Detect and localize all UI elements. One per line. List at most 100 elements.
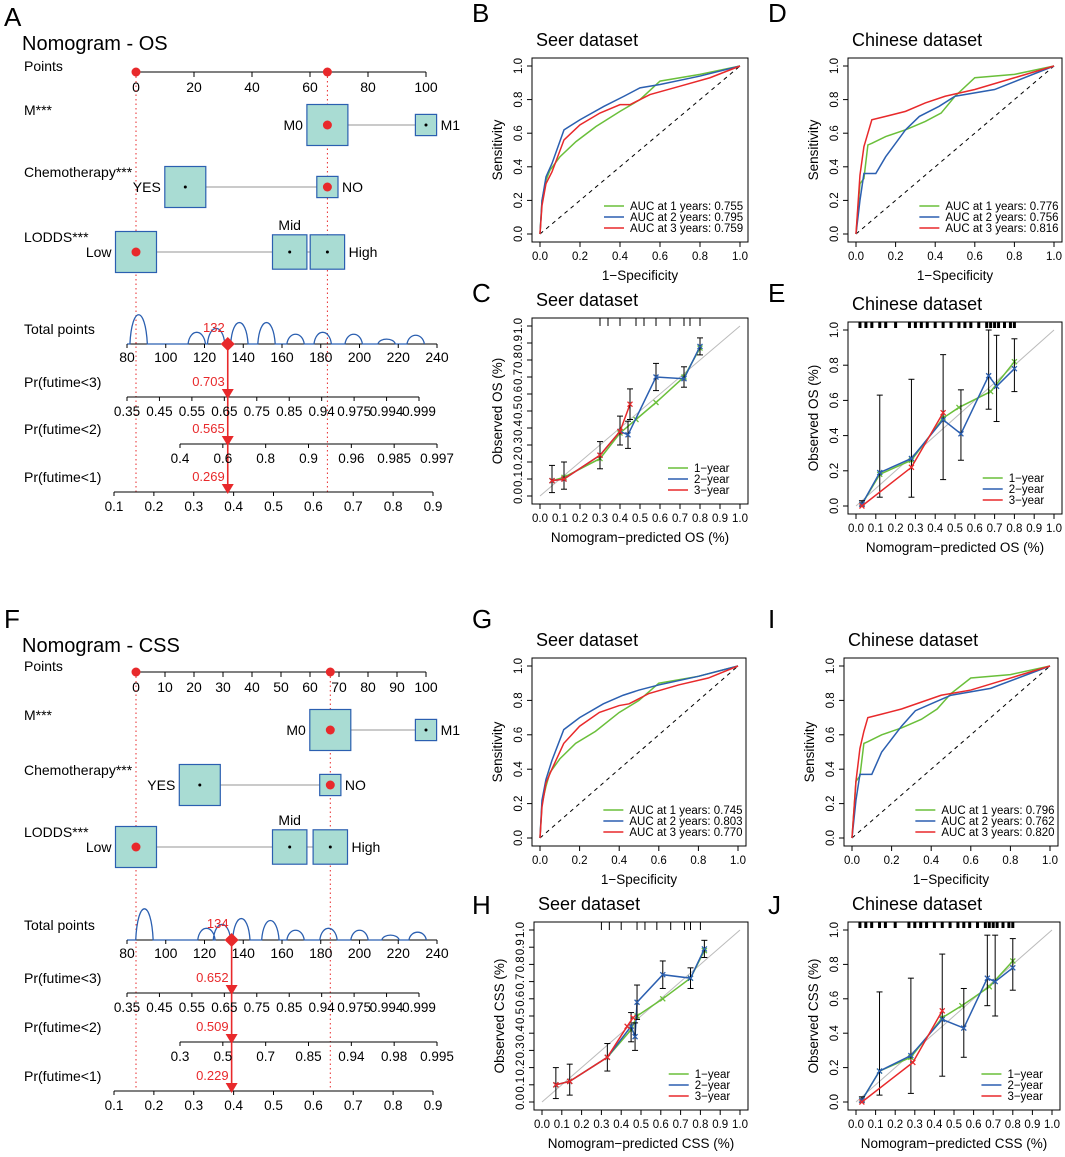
y-tick-label: 1.0 <box>513 58 525 74</box>
probability-tick-label: 0.96 <box>338 451 364 466</box>
legend-label: AUC at 2 years: 0.803 <box>629 816 742 828</box>
total-tick-label: 100 <box>154 349 178 365</box>
x-tick-label: 0.2 <box>887 1119 903 1131</box>
probability-value-label: 0.703 <box>192 374 225 389</box>
plot-frame <box>843 657 1059 847</box>
total-tick-label: 80 <box>119 945 135 961</box>
x-tick-label: 0.2 <box>888 251 904 263</box>
total-points-label: Total points <box>24 917 95 933</box>
probability-tick-label: 0.65 <box>211 404 237 419</box>
points-tick-label: 40 <box>244 679 260 695</box>
data-point <box>1011 365 1018 372</box>
panel-letter-D: D <box>768 0 787 28</box>
data-point <box>566 1078 573 1085</box>
chart-title: Chinese dataset <box>852 294 982 314</box>
x-axis-label: 1−Specificity <box>601 872 677 887</box>
y-tick-label: 0.8 <box>825 692 837 708</box>
points-tick-label: 40 <box>244 79 260 95</box>
x-tick-label: 0.6 <box>967 523 983 535</box>
chart-panel-H: H Seer dataset0.00.10.20.30.40.50.60.70.8… <box>472 890 749 1151</box>
probability-marker <box>221 436 234 446</box>
total-tick-label: 140 <box>232 945 256 961</box>
data-point <box>907 1052 914 1059</box>
data-point <box>985 372 992 379</box>
y-tick-label: 0.3 <box>513 437 525 453</box>
y-tick-label: 0.4 <box>829 158 841 175</box>
y-tick-label: 0.8 <box>513 92 525 108</box>
x-tick-label: 0.8 <box>1006 523 1022 535</box>
probability-tick-label: 0.45 <box>146 404 172 419</box>
selected-marker <box>131 247 141 257</box>
y-tick-label: 0.5 <box>515 1008 527 1024</box>
points-tick-label: 100 <box>414 679 438 695</box>
level-label: Low <box>86 839 113 855</box>
data-point <box>687 975 694 982</box>
probability-label: Pr(futime<3) <box>24 970 101 986</box>
level-label: M0 <box>286 722 306 738</box>
total-density-curve <box>127 314 426 345</box>
selected-marker <box>322 120 332 130</box>
legend-label: AUC at 1 years: 0.796 <box>941 805 1054 817</box>
level-dot <box>183 185 187 189</box>
total-tick-label: 140 <box>232 349 256 365</box>
x-tick-label: 0.6 <box>966 1119 982 1131</box>
points-tick-label: 80 <box>360 79 376 95</box>
y-tick-label: 0.0 <box>515 1094 527 1110</box>
x-tick-label: 0.7 <box>673 1119 689 1131</box>
y-tick-label: 0.2 <box>829 1060 841 1076</box>
y-tick-label: 0.7 <box>513 369 525 385</box>
data-point <box>908 455 915 462</box>
x-tick-label: 0.2 <box>572 513 588 525</box>
probability-tick-label: 0.997 <box>420 451 454 466</box>
reference-diagonal <box>539 665 739 839</box>
data-point <box>552 1081 559 1088</box>
probability-value-label: 0.509 <box>196 1019 229 1034</box>
x-tick-label: 0.6 <box>653 1119 669 1131</box>
plot-frame <box>531 57 749 243</box>
data-point <box>876 469 883 476</box>
level-label: YES <box>147 777 175 793</box>
series-line <box>861 368 1015 505</box>
chart-title: Chinese dataset <box>848 630 978 650</box>
legend-label: 1−year <box>1009 473 1045 485</box>
probability-tick-label: 0.75 <box>244 404 270 419</box>
points-tick-label: 100 <box>414 79 438 95</box>
x-tick-label: 0.4 <box>926 1119 943 1131</box>
x-tick-label: 0.8 <box>692 251 708 263</box>
y-tick-label: 0.8 <box>515 956 527 972</box>
probability-tick-label: 0.999 <box>402 1000 436 1015</box>
legend-label: AUC at 2 years: 0.762 <box>941 816 1054 828</box>
total-value-label: 132 <box>203 320 225 335</box>
probability-tick-label: 0.55 <box>179 404 205 419</box>
probability-tick-label: 0.4 <box>171 451 190 466</box>
legend-label: 3−year <box>1007 1091 1043 1103</box>
probability-tick-label: 0.7 <box>256 1049 275 1064</box>
level-dot <box>424 123 428 127</box>
x-tick-label: 0.3 <box>592 513 608 525</box>
variable-label: LODDS*** <box>24 229 89 245</box>
series-line <box>555 948 706 1086</box>
y-tick-label: 0.4 <box>829 1025 841 1042</box>
x-tick-label: 1.0 <box>1046 251 1062 263</box>
x-tick-label: 0.0 <box>848 1119 864 1131</box>
x-tick-label: 0.1 <box>552 513 568 525</box>
data-point <box>876 1068 883 1074</box>
probability-tick-label: 0.994 <box>370 404 404 419</box>
total-tick-label: 180 <box>309 945 333 961</box>
points-tick-label: 10 <box>157 679 173 695</box>
x-tick-label: 0.5 <box>947 523 963 535</box>
y-tick-label: 0.6 <box>513 125 525 141</box>
variable-label: M*** <box>24 102 53 118</box>
probability-tick-label: 0.75 <box>244 1000 270 1015</box>
total-tick-label: 80 <box>119 349 135 365</box>
x-tick-label: 0.6 <box>967 251 983 263</box>
y-tick-label: 0.6 <box>513 386 525 402</box>
y-tick-label: 0.0 <box>825 830 837 846</box>
x-axis-label: 1−Specificity <box>602 268 678 283</box>
x-tick-label: 0.9 <box>1026 523 1042 535</box>
y-tick-label: 0.8 <box>513 352 525 368</box>
legend-label: AUC at 1 years: 0.755 <box>630 201 743 213</box>
data-point <box>960 1025 967 1031</box>
chart-title: Seer dataset <box>536 30 638 50</box>
